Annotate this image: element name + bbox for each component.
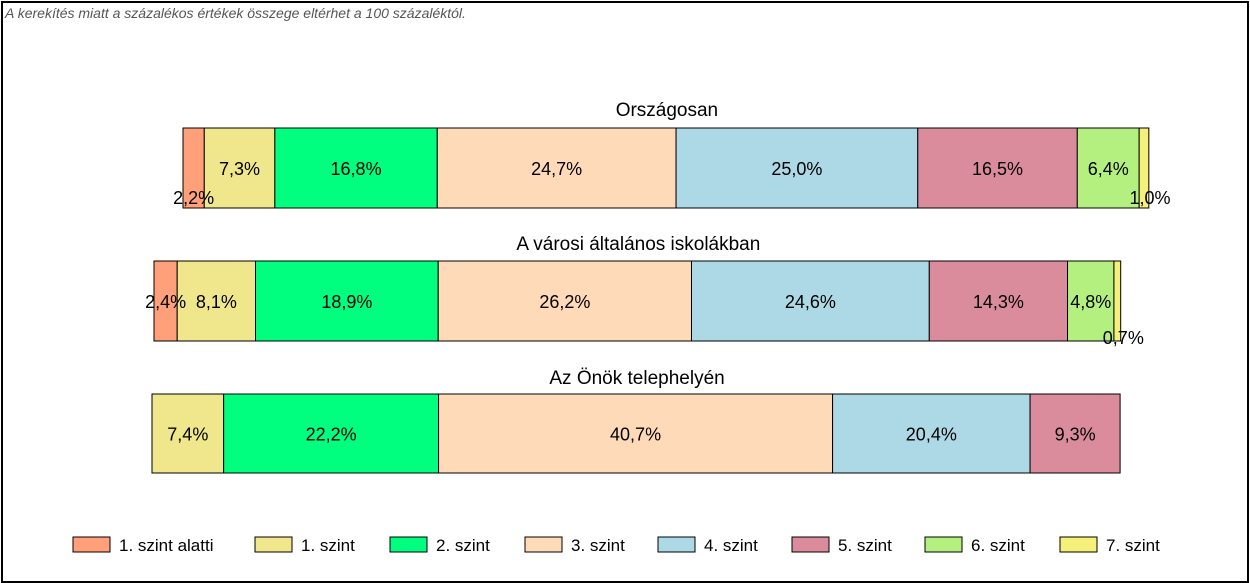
- legend-swatch: [254, 536, 293, 553]
- bar-segment: [1076, 127, 1140, 209]
- legend-label: 2. szint: [436, 536, 490, 555]
- group-title: A városi általános iskolákban: [516, 234, 760, 255]
- legend-swatch: [924, 536, 963, 553]
- bar-segment: [1138, 127, 1150, 209]
- bar-segment: [151, 393, 225, 474]
- data-label: 24,6%: [785, 292, 836, 312]
- legend-swatch: [657, 536, 696, 553]
- legend-label: 1. szint: [301, 536, 355, 555]
- legend-label: 3. szint: [571, 536, 625, 555]
- bar-segment: [917, 127, 1078, 209]
- data-label: 25,0%: [771, 159, 822, 179]
- bar-segment: [274, 127, 438, 209]
- data-label: 4,8%: [1070, 292, 1111, 312]
- bar-segment: [436, 127, 677, 209]
- data-label: 6,4%: [1088, 159, 1129, 179]
- legend-label: 5. szint: [838, 536, 892, 555]
- data-label: 26,2%: [539, 292, 590, 312]
- data-label: 2,4%: [145, 292, 186, 312]
- data-label: 7,4%: [167, 425, 208, 445]
- legend-label: 6. szint: [971, 536, 1025, 555]
- data-label: 16,5%: [972, 159, 1023, 179]
- data-label: 20,4%: [906, 425, 957, 445]
- data-label: 8,1%: [196, 292, 237, 312]
- bar-segment: [437, 260, 692, 342]
- legend-swatch: [1059, 536, 1098, 553]
- legend-swatch: [72, 536, 111, 553]
- data-label: 24,7%: [531, 159, 582, 179]
- data-label: 22,2%: [306, 425, 357, 445]
- data-label: 16,8%: [331, 159, 382, 179]
- bar-segment: [1113, 260, 1122, 342]
- data-label: 40,7%: [610, 425, 661, 445]
- bar-segment: [255, 260, 439, 342]
- rounding-note: A kerekítés miatt a százalékos értékek ö…: [5, 5, 466, 21]
- data-label: 9,3%: [1055, 425, 1096, 445]
- bar-segment: [928, 260, 1069, 342]
- legend-swatch: [791, 536, 830, 553]
- group-title: Az Önök telephelyén: [549, 368, 724, 389]
- data-label: 14,3%: [973, 292, 1024, 312]
- data-label: 0,7%: [1103, 328, 1144, 348]
- legend-label: 1. szint alatti: [119, 536, 214, 555]
- bar-segment: [223, 393, 440, 474]
- group-title: Országosan: [616, 100, 718, 121]
- data-label: 2,2%: [173, 188, 214, 208]
- data-label: 1,0%: [1129, 188, 1170, 208]
- bar-segment: [1029, 393, 1121, 474]
- bar-segment: [438, 393, 834, 474]
- bar-segment: [176, 260, 257, 342]
- data-label: 18,9%: [321, 292, 372, 312]
- legend-swatch: [524, 536, 563, 553]
- bar-segment: [832, 393, 1031, 474]
- bar-segment: [675, 127, 919, 209]
- legend-swatch: [389, 536, 428, 553]
- legend-label: 4. szint: [704, 536, 758, 555]
- data-label: 7,3%: [219, 159, 260, 179]
- legend-label: 7. szint: [1106, 536, 1160, 555]
